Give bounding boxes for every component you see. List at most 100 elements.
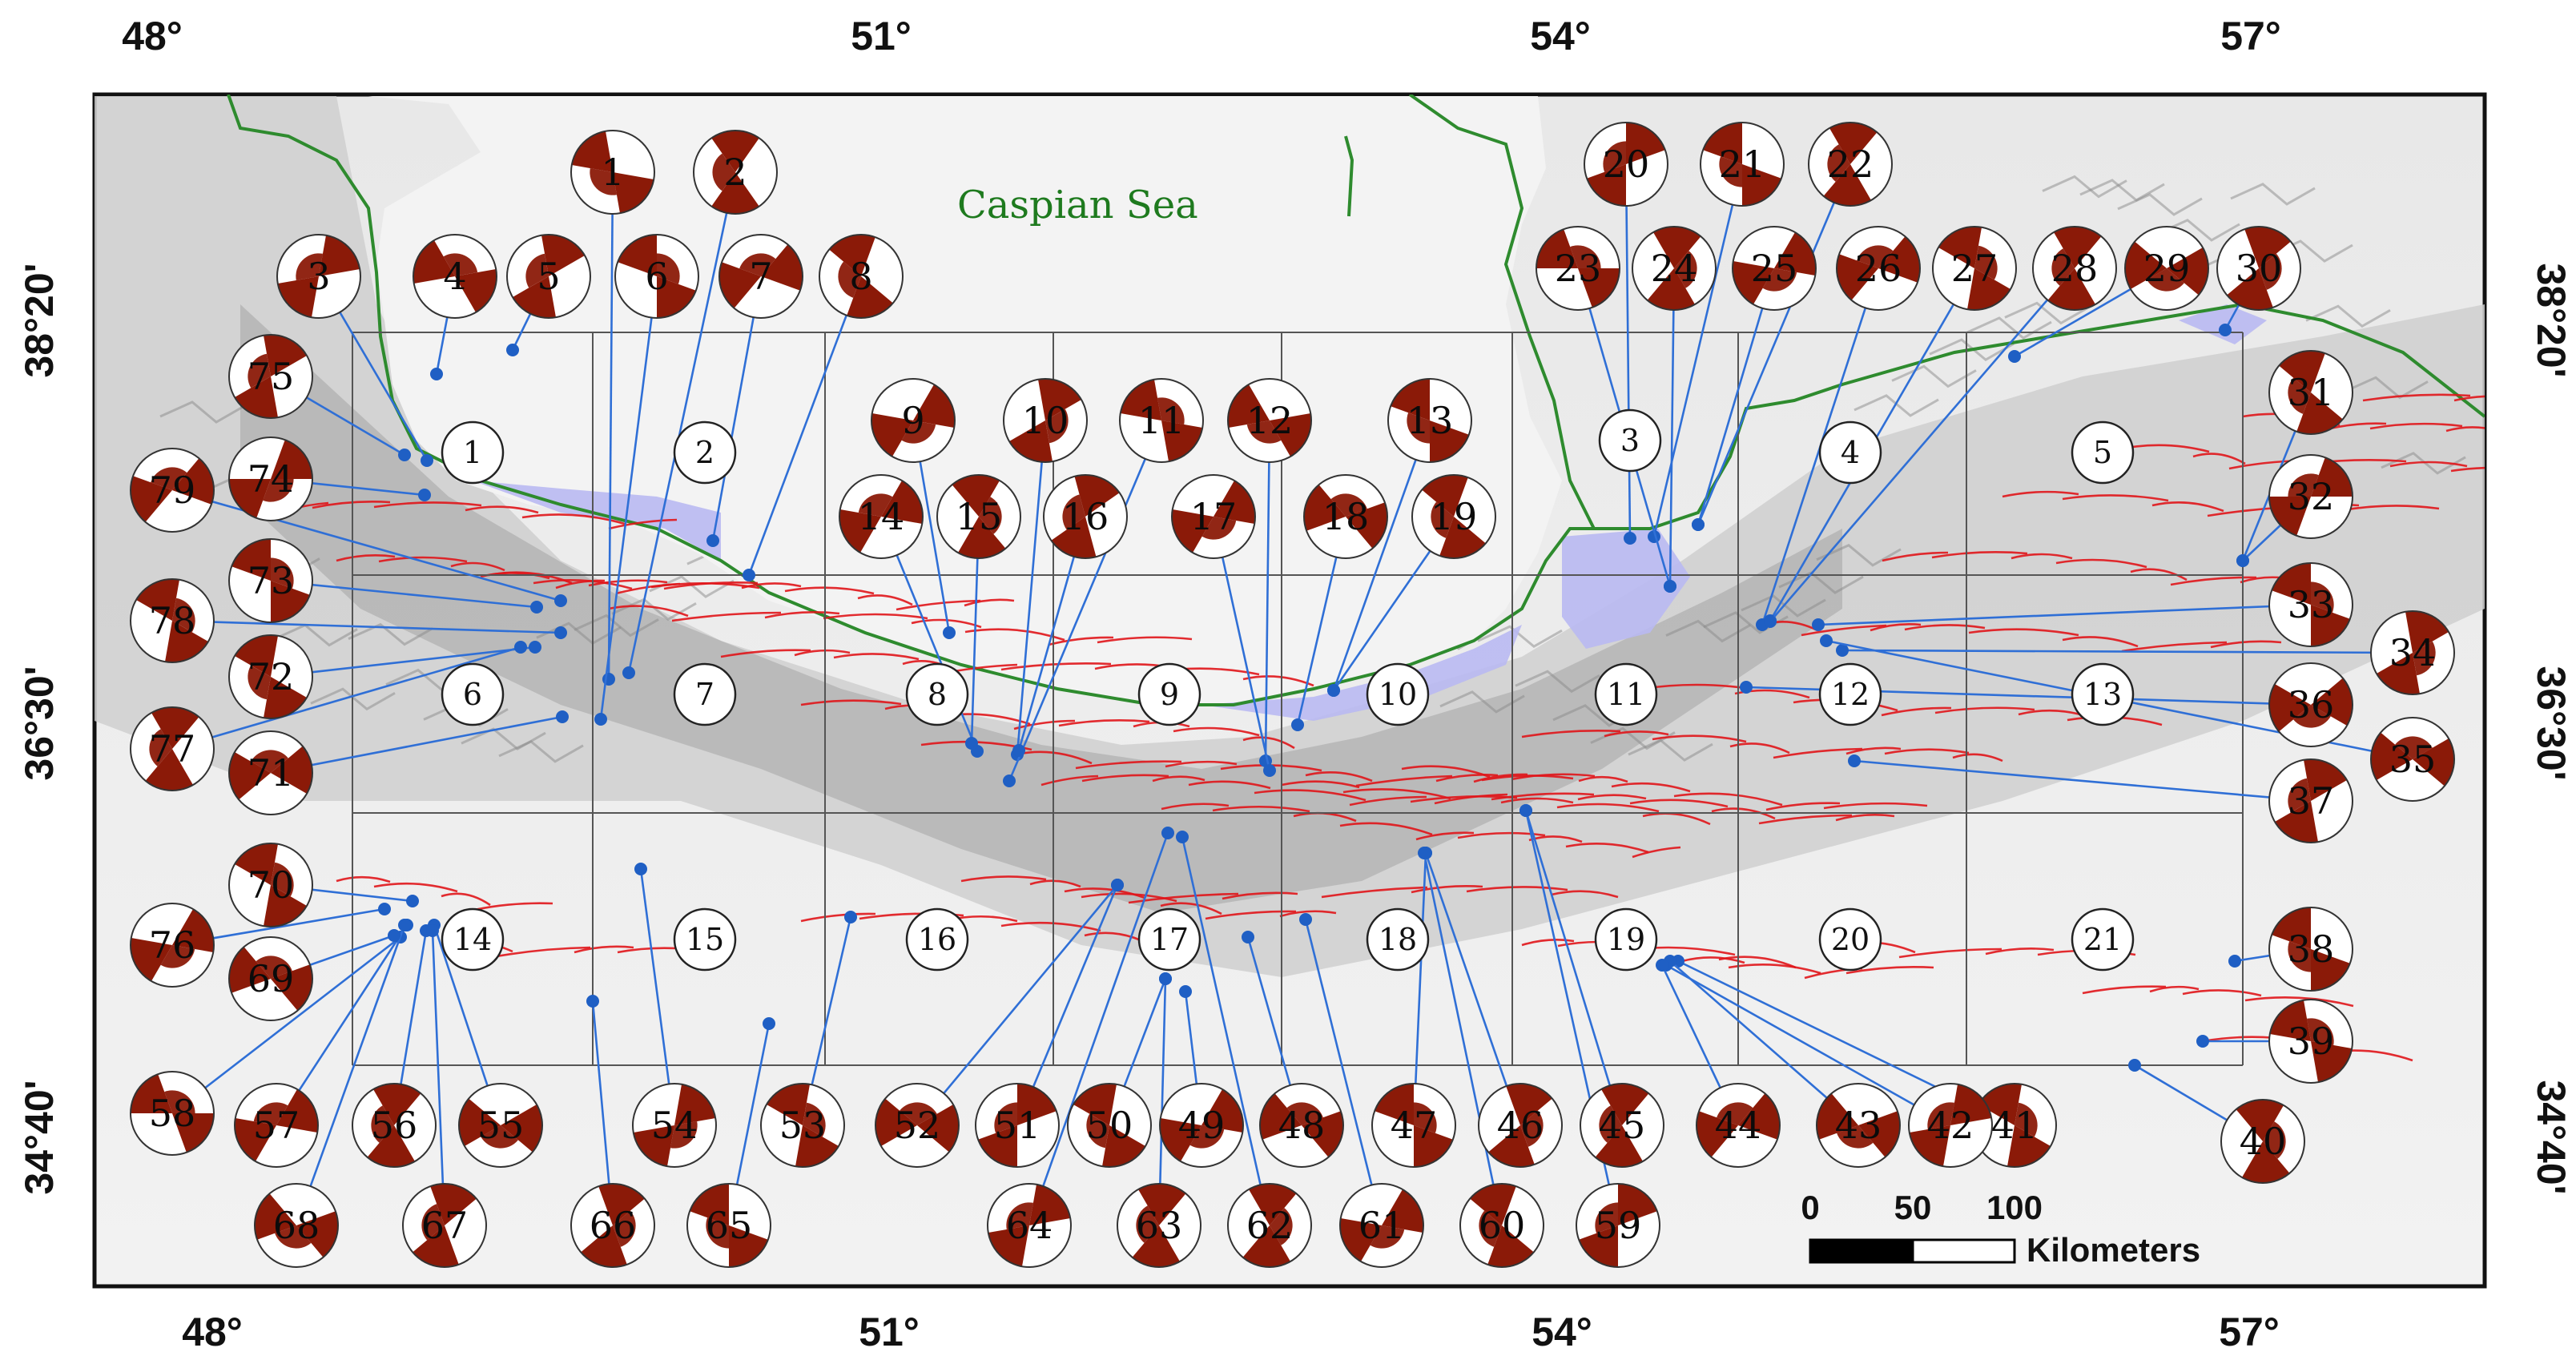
scale-unit: Kilometers: [2027, 1231, 2200, 1269]
zone-number: 3: [1620, 423, 1640, 458]
mechanism-number: 16: [1062, 495, 1109, 538]
focal-mechanism: 50: [1067, 1083, 1152, 1168]
scale-tick-0: 0: [1801, 1189, 1819, 1226]
leader-line: [1008, 420, 1163, 782]
epicenter-dot: [2236, 554, 2249, 567]
epicenter-dot: [554, 626, 567, 639]
mechanism-number: 21: [1719, 143, 1766, 186]
focal-mechanism: 49: [1159, 1083, 1244, 1168]
mechanism-number: 55: [477, 1104, 525, 1147]
focal-mechanism: 18: [1303, 474, 1388, 559]
focal-mechanism: 65: [686, 1183, 771, 1268]
mechanism-number: 18: [1322, 495, 1370, 538]
mechanism-number: 46: [1497, 1104, 1544, 1147]
focal-mechanism: 46: [1478, 1083, 1563, 1168]
zone-label: 15: [673, 907, 737, 972]
focal-mechanism: 58: [130, 1071, 215, 1156]
zone-label: 1: [441, 420, 505, 485]
focal-mechanism: 60: [1459, 1183, 1544, 1268]
mechanism-number: 56: [371, 1104, 418, 1147]
mechanism-number: 25: [1751, 247, 1798, 290]
focal-mechanism: 16: [1043, 474, 1128, 559]
focal-mechanism: 41: [1972, 1083, 2057, 1168]
focal-mechanism: 63: [1117, 1183, 1201, 1268]
mechanism-number: 1: [601, 151, 624, 194]
mechanism-number: 73: [248, 559, 295, 602]
epicenter-dot: [943, 626, 956, 639]
focal-mechanism: 44: [1696, 1083, 1781, 1168]
mechanism-number: 28: [2051, 247, 2099, 290]
focal-mechanism: 66: [570, 1183, 655, 1268]
mechanism-number: 11: [1138, 399, 1185, 442]
leader-line: [711, 276, 763, 541]
leader-line: [1665, 964, 1951, 1127]
epicenter-dot: [1263, 764, 1276, 777]
focal-mechanism: 33: [2268, 562, 2353, 647]
focal-mechanism: 28: [2032, 226, 2117, 311]
axis-right-label: 38°20': [2529, 263, 2574, 377]
leader-line: [1304, 919, 1383, 1226]
epicenter-dot: [2128, 1059, 2141, 1072]
focal-mechanism: 38: [2268, 907, 2353, 992]
zone-number: 8: [928, 677, 947, 712]
epicenter-dot: [594, 713, 607, 726]
focal-mechanism: 56: [352, 1083, 437, 1168]
focal-mechanism: 37: [2268, 758, 2353, 843]
zone-number: 4: [1841, 435, 1860, 470]
focal-mechanism: 14: [839, 474, 924, 559]
zone-number: 10: [1379, 677, 1417, 712]
focal-mechanism: 8: [819, 234, 904, 319]
focal-mechanism: 22: [1808, 122, 1893, 207]
leader-line: [1524, 810, 1624, 1126]
axis-bottom-label: 57°: [2219, 1310, 2280, 1354]
mechanism-number: 76: [149, 923, 196, 967]
mechanism-number: 26: [1855, 247, 1902, 290]
leader-line: [1424, 852, 1522, 1126]
mechanism-number: 4: [443, 255, 466, 298]
mechanism-number: 14: [858, 495, 905, 538]
focal-mechanism: 34: [2370, 610, 2455, 695]
epicenter-dot: [1656, 959, 1668, 972]
focal-mechanism: 26: [1836, 226, 1921, 311]
epicenter-dot: [378, 903, 391, 915]
epicenter-dot: [2196, 1035, 2209, 1048]
mechanism-number: 64: [1006, 1204, 1053, 1247]
zone-label: 14: [441, 907, 505, 972]
zone-number: 7: [695, 677, 714, 712]
mechanism-number: 36: [2288, 683, 2335, 726]
mechanism-number: 62: [1246, 1204, 1294, 1247]
epicenter-dot: [1111, 879, 1124, 891]
zone-number: 12: [1831, 677, 1870, 712]
leader-line: [1423, 852, 1503, 1226]
zone-label: 17: [1137, 907, 1201, 972]
epicenter-dot: [1624, 532, 1636, 545]
focal-mechanism: 5: [506, 234, 591, 319]
focal-mechanism: 57: [234, 1083, 319, 1168]
focal-mechanism: 35: [2370, 717, 2455, 802]
focal-mechanism: 15: [936, 474, 1021, 559]
mechanism-number: 7: [749, 255, 772, 298]
focal-mechanism: 40: [2220, 1099, 2305, 1184]
focal-mechanism: 1: [570, 130, 655, 215]
mechanism-number: 44: [1715, 1104, 1762, 1147]
zone-number: 18: [1379, 922, 1417, 957]
epicenter-dot: [1179, 985, 1192, 998]
focal-mechanism: 77: [130, 706, 215, 791]
leader-line: [1817, 603, 2312, 626]
leader-line: [171, 646, 521, 750]
mechanism-number: 3: [307, 255, 330, 298]
leader-line: [431, 930, 446, 1226]
epicenter-dot: [706, 534, 719, 547]
epicenter-dot: [530, 601, 543, 614]
focal-mechanism: 30: [2216, 226, 2301, 311]
mechanism-number: 41: [1991, 1104, 2039, 1147]
focal-mechanism: 59: [1576, 1183, 1660, 1268]
axis-bottom-labels: 48° 51° 54° 57°: [182, 1310, 2280, 1354]
mechanism-number: 45: [1599, 1104, 1646, 1147]
focal-mechanism: 74: [228, 437, 313, 521]
zone-label: 10: [1366, 662, 1430, 726]
mechanism-number: 54: [651, 1104, 698, 1147]
epicenter-dot: [1291, 718, 1304, 731]
focal-mechanism: 72: [228, 634, 313, 719]
epicenter-dot: [1692, 518, 1705, 531]
